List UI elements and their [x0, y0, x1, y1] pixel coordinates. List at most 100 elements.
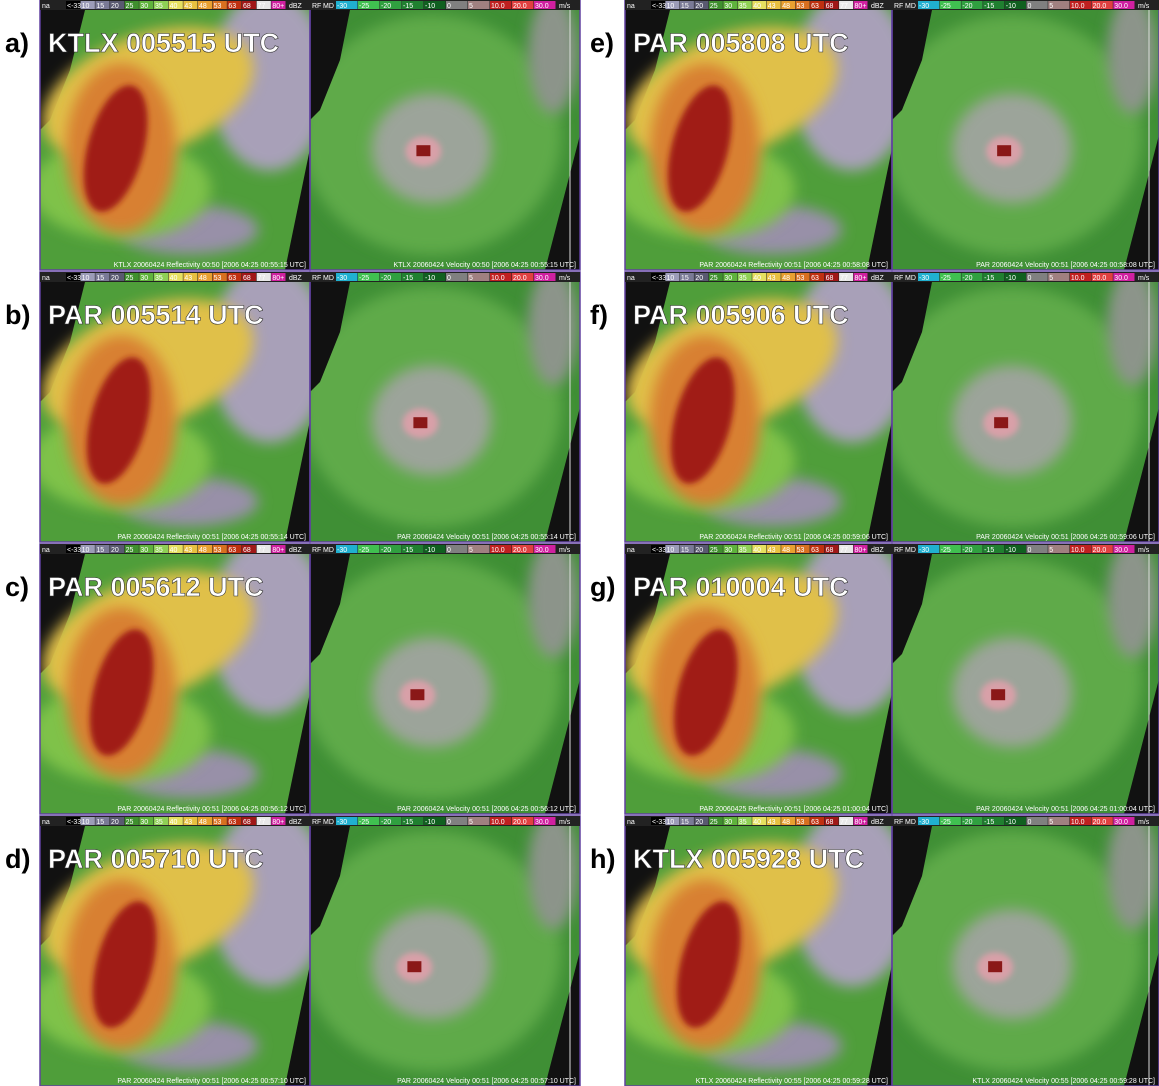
colorbar-label: <-33: [67, 275, 81, 282]
colorbar-swatch: [154, 273, 169, 281]
colorbar-swatch: [227, 545, 242, 553]
colorbar-unit: m/s: [1138, 3, 1150, 10]
colorbar-label: 10: [82, 819, 90, 826]
colorbar-swatch: [752, 545, 767, 553]
colorbar-swatch: [95, 817, 110, 825]
colorbar-swatch: [1069, 1, 1092, 9]
gray-region: [1107, 0, 1158, 114]
colorbar-mode: MD: [905, 275, 916, 282]
colorbar-label: 63: [811, 3, 819, 10]
panel-border: [891, 0, 1159, 271]
colorbar-swatch: [983, 545, 1005, 553]
colorbar-label: 53: [214, 819, 222, 826]
colorbar-label: 43: [184, 275, 192, 282]
reflectivity-footer: KTLX 20060424 Reflectivity 00:55 [2006 0…: [696, 1078, 888, 1085]
colorbar-swatch: [154, 817, 169, 825]
colorbar-label: 25: [126, 275, 134, 282]
colorbar-swatch: [242, 1, 257, 9]
red-couplet: [416, 145, 431, 157]
colorbar-swatch: [402, 545, 424, 553]
gray-region: [528, 816, 578, 930]
colorbar-swatch: [1091, 273, 1113, 281]
colorbars: na <-33 10 15 20 25 30 35 40 43 48 53 63 68 77 80+ dBZ RF…: [40, 816, 580, 826]
colorbar-label: 40: [753, 3, 761, 10]
colorbar-swatch: [651, 273, 665, 281]
colorbar-swatch: [781, 273, 796, 281]
colorbar-label: 0: [1028, 275, 1032, 282]
colorbar-swatch: [1113, 545, 1135, 553]
colorbar-swatch: [839, 273, 854, 281]
panel-title: KTLX 005928 UTC: [633, 844, 864, 874]
colorbar-swatch: [853, 545, 868, 553]
colorbar-swatch: [795, 545, 810, 553]
colorbar-swatch: [939, 545, 961, 553]
colorbar-label: 0: [447, 275, 451, 282]
colorbar-swatch: [737, 1, 752, 9]
gray-region: [1107, 272, 1158, 386]
colorbar-swatch: [1048, 817, 1070, 825]
colorbar-label: -20: [381, 275, 391, 282]
colorbar-swatch: [723, 273, 738, 281]
colorbar-unit: dBZ: [289, 275, 303, 282]
panel-title: KTLX 005515 UTC: [48, 28, 279, 58]
colorbar-swatch: [490, 273, 512, 281]
no-data: [1124, 407, 1159, 542]
colorbar-swatch: [737, 817, 752, 825]
panel-letter: c): [5, 572, 29, 602]
no-data: [867, 692, 892, 814]
gray-region: [528, 272, 578, 386]
colorbar-product: RF: [312, 3, 321, 10]
velocity-footer: PAR 20060424 Velocity 00:51 [2006 04:25 …: [397, 534, 576, 541]
panel-title: PAR 010004 UTC: [633, 572, 849, 602]
colorbar-label: <-33: [652, 547, 666, 554]
reflectivity-footer: PAR 20060424 Reflectivity 00:51 [2006 04…: [699, 262, 888, 269]
colorbar-label: -20: [962, 275, 972, 282]
colorbar-swatch: [256, 273, 271, 281]
red-couplet: [997, 145, 1012, 157]
colorbar-label: -30: [919, 547, 929, 554]
colorbar-label: 35: [739, 819, 747, 826]
colorbar-label: 10: [82, 547, 90, 554]
colorbar-label: -25: [941, 275, 951, 282]
reflectivity-image: [625, 816, 892, 1086]
colorbar-label: 63: [228, 819, 236, 826]
colorbar-label: 20.0: [1093, 819, 1107, 826]
colorbar-swatch: [781, 545, 796, 553]
colorbar-swatch: [110, 817, 125, 825]
colorbar-swatch: [1004, 545, 1026, 553]
colorbar-label: 20: [111, 819, 119, 826]
colorbar-swatch: [271, 817, 286, 825]
colorbar-label: -30: [337, 275, 347, 282]
reflectivity-image: [625, 544, 892, 814]
colorbar-label: 10: [666, 275, 674, 282]
colorbar-label: 80+: [272, 3, 284, 10]
colorbar-unit: m/s: [559, 547, 571, 554]
colorbar-swatch: [708, 817, 723, 825]
colorbar-label: 35: [155, 275, 163, 282]
colorbar-label: 48: [199, 275, 207, 282]
colorbar-label: 30.0: [1114, 819, 1128, 826]
panel-letter: g): [590, 572, 615, 602]
colorbar-label: 40: [170, 819, 178, 826]
colorbar-swatch: [110, 545, 125, 553]
colorbar-swatch: [271, 273, 286, 281]
colorbar-label: 80+: [272, 819, 284, 826]
red-couplet: [410, 689, 425, 701]
colorbar-label: <-33: [67, 3, 81, 10]
colorbar-unit: dBZ: [871, 3, 885, 10]
colorbar-swatch: [983, 817, 1005, 825]
colorbar-label: -10: [425, 819, 435, 826]
colorbar-product: na: [42, 275, 50, 282]
colorbar-label: -15: [984, 3, 994, 10]
colorbar-product: na: [42, 819, 50, 826]
colorbar-swatch: [651, 1, 665, 9]
velocity-footer: KTLX 20060424 Velocity 00:50 [2006 04:25…: [393, 262, 576, 269]
colorbar-swatch: [446, 817, 468, 825]
colorbar-label: <-33: [67, 819, 81, 826]
colorbar-mode: MD: [323, 275, 334, 282]
velocity-image: [310, 816, 580, 1086]
colorbar-swatch: [110, 273, 125, 281]
colorbar-swatch: [1113, 273, 1135, 281]
colorbar-label: -30: [337, 819, 347, 826]
colorbar-label: 30: [724, 547, 732, 554]
